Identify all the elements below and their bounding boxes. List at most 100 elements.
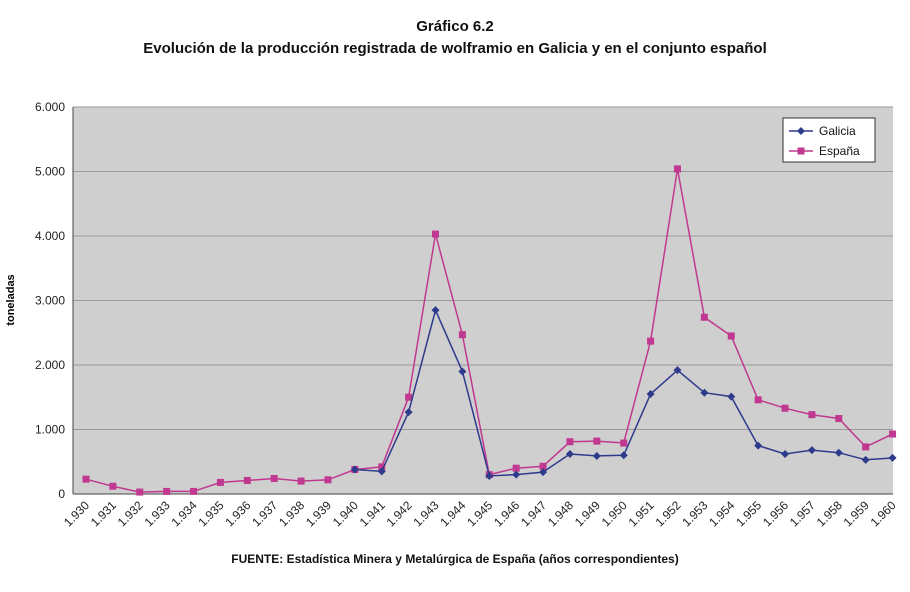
x-tick-label: 1.947: [518, 498, 549, 529]
data-point-espana: [216, 478, 224, 486]
data-point-galicia: [565, 450, 574, 459]
legend-label-espana: España: [819, 144, 860, 158]
x-tick-label: 1.943: [410, 498, 441, 529]
data-point-galicia: [861, 455, 870, 464]
y-tick-label: 1.000: [35, 423, 65, 437]
y-tick-label: 2.000: [35, 358, 65, 372]
data-point-galicia: [539, 468, 548, 477]
x-tick-label: 1.958: [814, 498, 845, 529]
x-tick-label: 1.956: [760, 498, 791, 529]
data-point-galicia: [458, 367, 467, 376]
x-tick-label: 1.939: [303, 498, 334, 529]
data-point-galicia: [727, 392, 736, 401]
data-point-galicia: [485, 471, 494, 480]
source-note: FUENTE: Estadística Minera y Metalúrgica…: [231, 552, 679, 566]
series-group: [82, 165, 897, 496]
x-tick-label: 1.950: [599, 498, 630, 529]
data-point-espana: [243, 476, 251, 484]
data-point-galicia: [512, 470, 521, 479]
data-point-espana: [378, 463, 386, 471]
x-tick-label: 1.952: [652, 498, 683, 529]
data-point-espana: [82, 475, 90, 483]
y-tick-label: 5.000: [35, 165, 65, 179]
x-tick-label: 1.948: [545, 498, 576, 529]
data-point-espana: [808, 411, 816, 419]
data-point-espana: [754, 396, 762, 404]
x-tick-label: 1.949: [572, 498, 603, 529]
data-point-espana: [163, 487, 171, 495]
axes: [72, 107, 893, 495]
data-point-galicia: [807, 446, 816, 455]
data-point-espana: [190, 487, 198, 495]
x-tick-label: 1.940: [330, 498, 361, 529]
data-point-galicia: [646, 390, 655, 399]
x-tick-label: 1.954: [706, 498, 737, 529]
y-tick-labels: 0 1.000 2.000 3.000 4.000 5.000 6.000: [35, 100, 65, 501]
data-point-galicia: [592, 451, 601, 460]
data-point-espana: [109, 482, 117, 490]
data-point-espana: [889, 430, 897, 438]
data-point-galicia: [673, 366, 682, 375]
data-point-galicia: [700, 388, 709, 397]
y-tick-label: 3.000: [35, 294, 65, 308]
chart-title: Gráfico 6.2: [416, 18, 494, 35]
data-point-espana: [458, 331, 466, 339]
gridlines: [73, 106, 893, 430]
x-tick-label: 1.959: [841, 498, 872, 529]
x-tick-label: 1.957: [787, 498, 818, 529]
legend-box: [782, 117, 876, 163]
x-tick-label: 1.960: [868, 498, 899, 529]
legend-label-galicia: Galicia: [819, 124, 856, 138]
data-point-espana: [727, 332, 735, 340]
data-point-espana: [512, 464, 520, 472]
x-tick-label: 1.953: [679, 498, 710, 529]
data-point-espana: [324, 476, 332, 484]
data-point-galicia: [754, 441, 763, 450]
data-point-espana: [593, 437, 601, 445]
x-tick-label: 1.944: [437, 498, 468, 529]
data-point-espana: [405, 393, 413, 401]
x-tick-label: 1.937: [249, 498, 280, 529]
data-point-espana: [432, 230, 440, 238]
data-point-espana: [566, 438, 574, 446]
y-tick-label: 0: [58, 487, 65, 501]
x-tick-label: 1.936: [222, 498, 253, 529]
legend: Galicia España: [782, 117, 876, 163]
x-tick-label: 1.942: [384, 498, 415, 529]
x-tick-label: 1.946: [491, 498, 522, 529]
data-point-galicia: [834, 448, 843, 457]
y-tick-label: 6.000: [35, 100, 65, 114]
data-point-espana: [862, 443, 870, 451]
legend-marker-espana: [797, 147, 805, 155]
x-tick-label: 1.933: [142, 498, 173, 529]
x-tick-label: 1.945: [464, 498, 495, 529]
data-point-espana: [620, 439, 628, 447]
data-point-espana: [270, 475, 278, 483]
x-tick-label: 1.938: [276, 498, 307, 529]
data-point-espana: [136, 488, 144, 496]
x-tick-label: 1.931: [88, 498, 119, 529]
data-point-espana: [297, 477, 305, 485]
data-point-galicia: [888, 453, 897, 462]
data-point-galicia: [350, 465, 359, 474]
x-tick-label: 1.935: [195, 498, 226, 529]
x-tick-labels: 1.9301.9311.9321.9331.9341.9351.9361.937…: [61, 498, 899, 529]
y-axis-label: toneladas: [5, 274, 17, 325]
x-tick-label: 1.941: [357, 498, 388, 529]
x-tick-label: 1.932: [115, 498, 146, 529]
data-point-espana: [673, 165, 681, 173]
data-point-espana: [647, 337, 655, 345]
x-tick-label: 1.951: [626, 498, 657, 529]
x-tick-label: 1.930: [61, 498, 92, 529]
data-point-galicia: [404, 408, 413, 417]
data-point-galicia: [781, 450, 790, 459]
x-tick-label: 1.955: [733, 498, 764, 529]
data-point-espana: [700, 313, 708, 321]
data-point-galicia: [431, 306, 440, 315]
y-tick-label: 4.000: [35, 229, 65, 243]
data-point-espana: [781, 404, 789, 412]
data-point-espana: [835, 415, 843, 423]
legend-marker-galicia: [797, 127, 805, 135]
data-point-galicia: [619, 451, 628, 460]
